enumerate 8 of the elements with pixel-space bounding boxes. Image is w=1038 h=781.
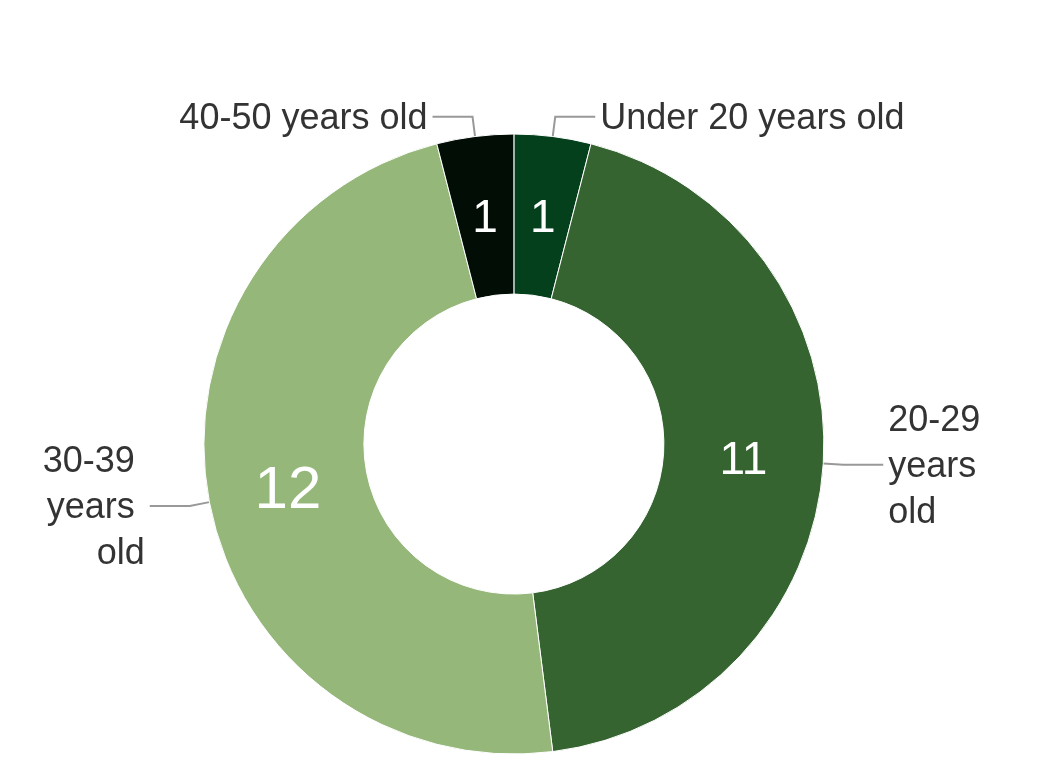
slice-label: 30-39 years old [42, 439, 145, 573]
data-label: 1 [529, 189, 556, 242]
slice-label: 20-29 years old [888, 398, 991, 532]
data-label: 11 [719, 432, 768, 485]
slice-label: 40-50 years old [179, 96, 428, 138]
slice-label: Under 20 years old [600, 96, 905, 138]
data-label: 1 [472, 189, 498, 242]
data-label: 12 [254, 453, 322, 521]
